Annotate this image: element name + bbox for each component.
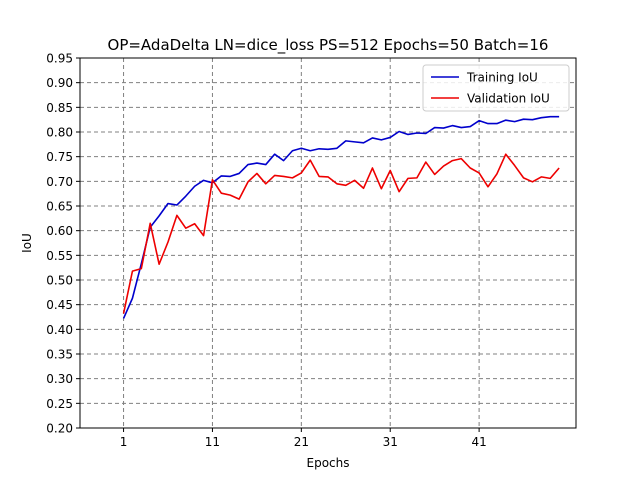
y-tick-label: 0.40 <box>46 323 73 337</box>
y-tick-label: 0.75 <box>46 150 73 164</box>
y-tick-label: 0.50 <box>46 274 73 288</box>
y-axis-label: IoU <box>20 233 34 253</box>
y-tick-label: 0.90 <box>46 76 73 90</box>
x-tick-label: 31 <box>383 435 398 449</box>
y-tick-label: 0.65 <box>46 200 73 214</box>
legend-label-1: Validation IoU <box>467 92 550 106</box>
y-tick-label: 0.85 <box>46 101 73 115</box>
y-tick-label: 0.55 <box>46 249 73 263</box>
y-tick-label: 0.25 <box>46 397 73 411</box>
legend: Training IoU Validation IoU <box>422 64 570 112</box>
x-tick-label: 1 <box>120 435 128 449</box>
y-tick-label: 0.35 <box>46 348 73 362</box>
plot-frame <box>79 57 577 429</box>
legend-box <box>422 64 570 112</box>
x-axis: 1 11 21 31 41 <box>120 428 487 449</box>
y-tick-label: 0.70 <box>46 175 73 189</box>
x-tick-label: 11 <box>205 435 220 449</box>
series-layer <box>122 115 560 319</box>
series-line-1 <box>122 153 560 314</box>
y-tick-label: 0.20 <box>46 422 73 436</box>
y-tick-label: 0.60 <box>46 224 73 238</box>
series-line-0 <box>122 115 560 319</box>
y-tick-label: 0.45 <box>46 298 73 312</box>
y-tick-label: 0.95 <box>46 52 73 66</box>
x-tick-label: 41 <box>471 435 486 449</box>
legend-label-0: Training IoU <box>466 71 538 85</box>
x-tick-label: 21 <box>294 435 309 449</box>
chart-title: OP=AdaDelta LN=dice_loss PS=512 Epochs=5… <box>108 36 549 55</box>
y-tick-label: 0.30 <box>46 372 73 386</box>
x-axis-label: Epochs <box>307 456 350 470</box>
y-tick-label: 0.80 <box>46 126 73 140</box>
y-axis: 0.20 0.25 0.30 0.35 0.40 0.45 0.50 0.55 0.60 0.65… <box>46 52 80 436</box>
